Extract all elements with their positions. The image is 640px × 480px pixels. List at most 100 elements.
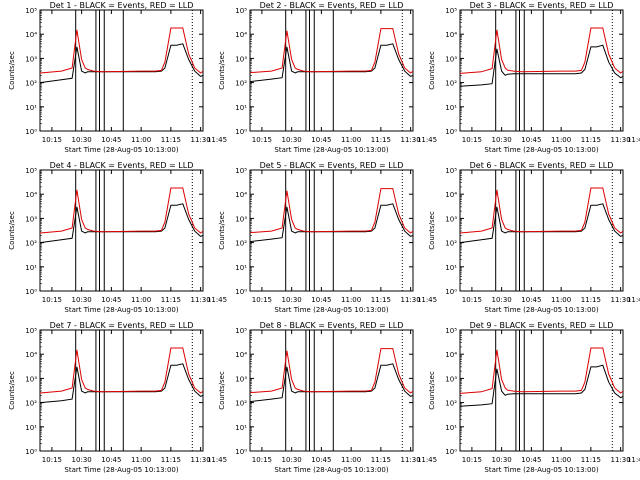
- series-line-events: [40, 203, 203, 244]
- y-tick-label: 10⁵: [235, 167, 247, 175]
- series-line-lld: [460, 27, 623, 74]
- x-tick-label: 10:15: [42, 296, 62, 304]
- x-tick-label: 11:15: [161, 136, 181, 144]
- y-tick-label: 10⁰: [445, 128, 457, 136]
- panel-title: Det 3 - BLACK = Events, RED = LLD: [470, 1, 614, 10]
- marker-lines: [495, 170, 613, 291]
- x-tick-label: 11:45: [207, 136, 227, 144]
- marker-lines: [75, 330, 193, 451]
- x-tick-label: 10:15: [252, 296, 272, 304]
- series-line-events: [250, 363, 413, 403]
- y-tick-label: 10⁵: [445, 7, 457, 15]
- x-axis-label: Start Time (28-Aug-05 10:13:00): [64, 466, 178, 474]
- y-tick-label: 10⁵: [25, 167, 37, 175]
- panel-title: Det 6 - BLACK = Events, RED = LLD: [470, 161, 614, 170]
- series-line-lld: [250, 28, 413, 74]
- series-line-events: [40, 43, 203, 84]
- y-tick-label: 10⁵: [25, 327, 37, 335]
- y-tick-label: 10⁴: [25, 31, 37, 39]
- x-tick-label: 10:15: [42, 136, 62, 144]
- x-tick-label: 11:45: [417, 456, 437, 464]
- x-tick-label: 10:45: [521, 456, 541, 464]
- x-tick-label: 10:45: [311, 456, 331, 464]
- plot-frame: [39, 169, 204, 292]
- y-tick-label: 10⁴: [445, 191, 457, 199]
- x-tick-label: 11:30: [611, 136, 631, 144]
- y-tick-label: 10²: [235, 240, 247, 248]
- y-tick-label: 10⁰: [445, 288, 457, 296]
- x-tick-label: 11:45: [627, 456, 640, 464]
- panel-det-7: Det 7 - BLACK = Events, RED = LLD 10⁰ 10¹ 1…: [8, 321, 227, 474]
- series-group: [250, 348, 413, 403]
- x-axis-label: Start Time (28-Aug-05 10:13:00): [484, 466, 598, 474]
- y-tick-label: 10¹: [445, 424, 457, 432]
- y-tick-label: 10⁵: [25, 7, 37, 15]
- panel-det-6: Det 6 - BLACK = Events, RED = LLD 10⁰ 10¹ 1…: [428, 161, 640, 314]
- y-tick-label: 10³: [25, 55, 37, 63]
- y-tick-label: 10³: [235, 375, 247, 383]
- x-axis-label: Start Time (28-Aug-05 10:13:00): [274, 466, 388, 474]
- x-tick-label: 11:45: [417, 296, 437, 304]
- y-axis-label: Counts/sec: [8, 51, 16, 90]
- x-tick-label: 10:45: [311, 136, 331, 144]
- marker-lines: [75, 170, 193, 291]
- marker-lines: [285, 330, 403, 451]
- y-tick-label: 10⁴: [235, 351, 247, 359]
- series-line-lld: [250, 348, 413, 394]
- series-group: [40, 347, 203, 404]
- x-tick-label: 11:45: [207, 456, 227, 464]
- x-tick-label: 10:15: [462, 136, 482, 144]
- series-line-events: [250, 43, 413, 83]
- plot-frame: [249, 9, 414, 132]
- x-axis-label: Start Time (28-Aug-05 10:13:00): [274, 146, 388, 154]
- y-tick-label: 10⁰: [235, 448, 247, 456]
- y-tick-label: 10⁵: [445, 167, 457, 175]
- y-tick-label: 10²: [235, 400, 247, 408]
- marker-lines: [495, 10, 613, 131]
- series-line-lld: [40, 347, 203, 394]
- series-group: [460, 187, 623, 244]
- y-tick-label: 10²: [25, 80, 37, 88]
- plot-frame: [249, 169, 414, 292]
- series-group: [40, 27, 203, 84]
- x-axis-label: Start Time (28-Aug-05 10:13:00): [484, 306, 598, 314]
- plot-frame: [459, 329, 624, 452]
- series-group: [460, 27, 623, 87]
- y-tick-label: 10¹: [235, 104, 247, 112]
- x-tick-label: 10:15: [252, 456, 272, 464]
- panel-title: Det 5 - BLACK = Events, RED = LLD: [260, 161, 404, 170]
- y-axis-label: Counts/sec: [428, 211, 436, 250]
- y-tick-label: 10⁰: [235, 288, 247, 296]
- x-tick-label: 10:30: [72, 456, 92, 464]
- y-tick-label: 10⁴: [235, 191, 247, 199]
- series-line-events: [460, 44, 623, 87]
- y-axis-label: Counts/sec: [218, 371, 226, 410]
- y-tick-label: 10¹: [25, 424, 37, 432]
- series-line-lld: [250, 188, 413, 234]
- x-tick-label: 11:45: [627, 296, 640, 304]
- y-axis-label: Counts/sec: [428, 51, 436, 90]
- x-tick-label: 11:30: [191, 296, 211, 304]
- x-tick-label: 11:00: [341, 456, 361, 464]
- x-axis-label: Start Time (28-Aug-05 10:13:00): [274, 306, 388, 314]
- y-tick-label: 10³: [235, 55, 247, 63]
- x-tick-label: 11:15: [581, 136, 601, 144]
- x-tick-label: 10:30: [72, 136, 92, 144]
- y-axis-label: Counts/sec: [428, 371, 436, 410]
- panel-title: Det 1 - BLACK = Events, RED = LLD: [50, 1, 194, 10]
- x-tick-label: 11:00: [131, 456, 151, 464]
- panel-det-5: Det 5 - BLACK = Events, RED = LLD 10⁰ 10¹ 1…: [218, 161, 437, 314]
- x-tick-label: 11:00: [341, 136, 361, 144]
- x-tick-label: 11:00: [551, 136, 571, 144]
- x-tick-label: 11:45: [417, 136, 437, 144]
- y-tick-label: 10⁴: [25, 191, 37, 199]
- y-tick-label: 10⁰: [445, 448, 457, 456]
- panel-det-3: Det 3 - BLACK = Events, RED = LLD 10⁰ 10¹ 1…: [428, 1, 640, 154]
- x-tick-label: 11:15: [371, 296, 391, 304]
- y-tick-label: 10²: [235, 80, 247, 88]
- x-tick-label: 10:45: [101, 456, 121, 464]
- x-tick-label: 11:00: [341, 296, 361, 304]
- plot-frame: [249, 329, 414, 452]
- plot-frame: [39, 329, 204, 452]
